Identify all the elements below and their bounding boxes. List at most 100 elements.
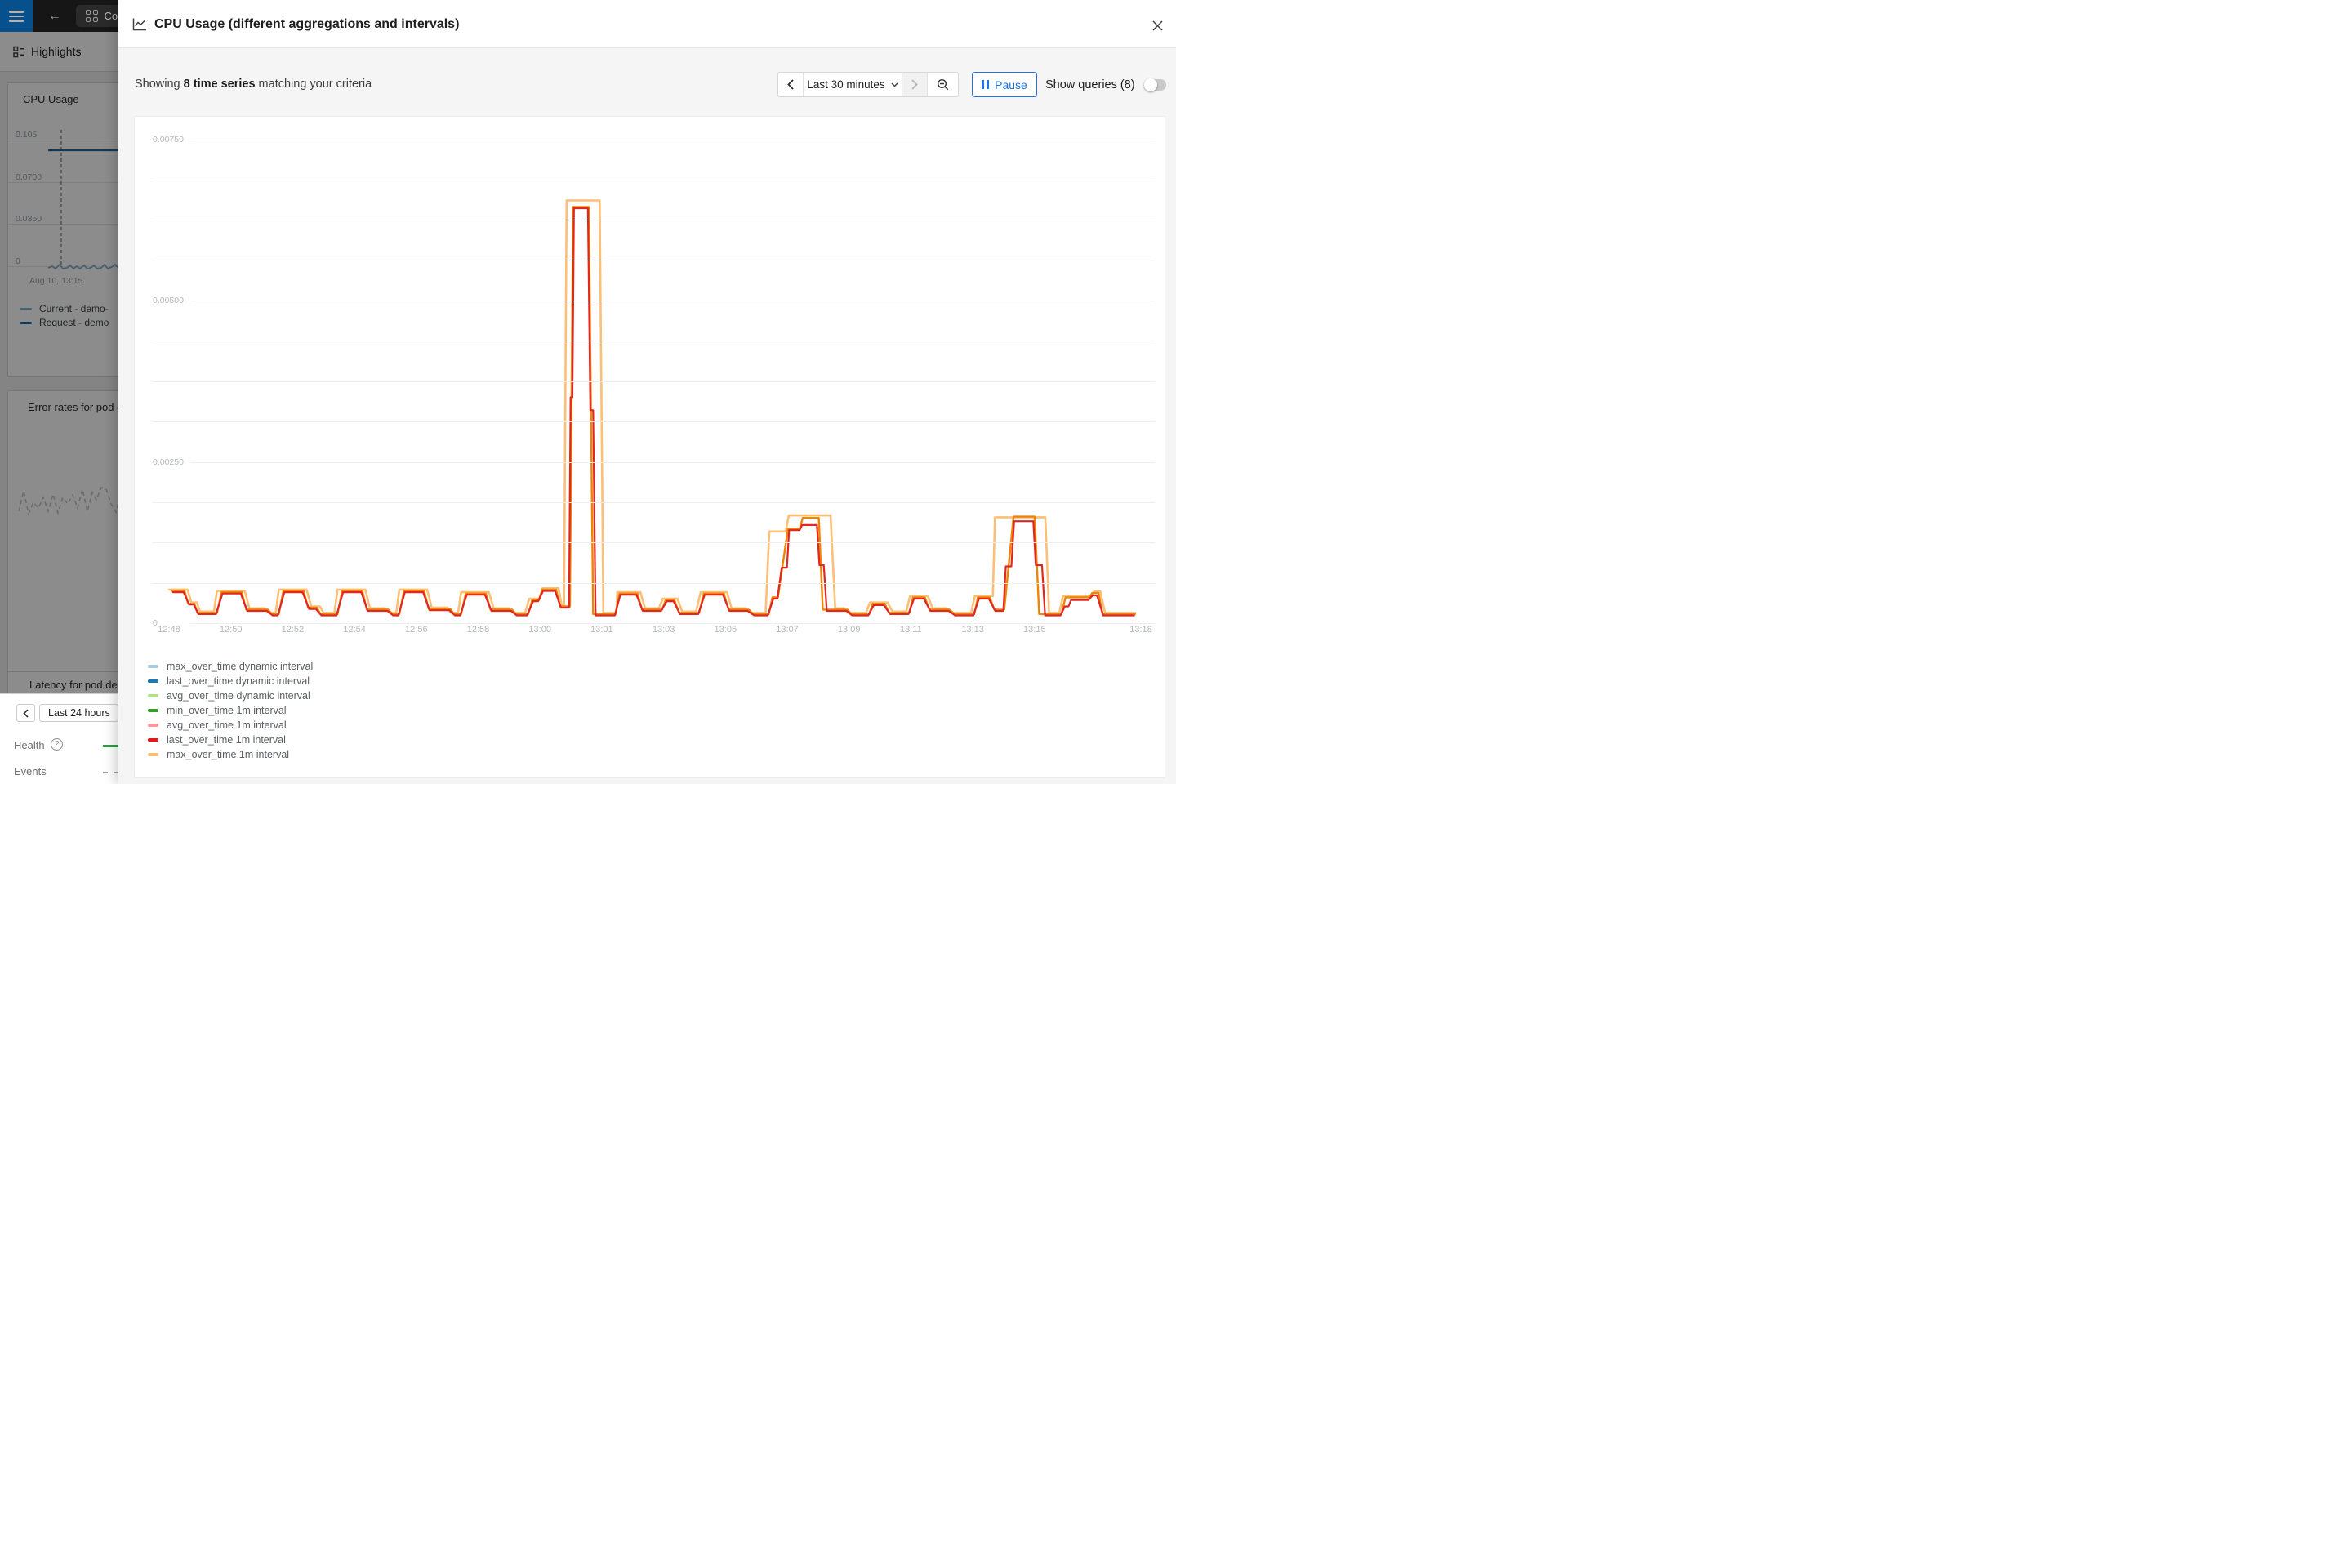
gridline — [190, 461, 1156, 463]
legend-label: min_over_time 1m interval — [167, 705, 287, 716]
legend-item[interactable]: last_over_time 1m interval — [148, 733, 313, 747]
cpu-usage-card[interactable]: CPU Usage 0 0.0700 0.0350 0 0.105 0 Aug … — [7, 82, 139, 377]
chart-legend: max_over_time dynamic interval last_over_… — [148, 659, 313, 762]
timeframe-label: Last 24 hours — [48, 707, 110, 719]
chevron-left-icon — [23, 708, 29, 718]
zoom-out-icon — [937, 78, 948, 90]
legend-label: max_over_time dynamic interval — [167, 661, 314, 672]
legend-item-current[interactable]: Current - demo- — [20, 303, 109, 314]
timeframe-next-button-disabled[interactable] — [902, 73, 928, 96]
chart-panel: max_over_time dynamic interval last_over_… — [134, 116, 1165, 778]
health-label: Health — [14, 739, 45, 751]
timeframe-back-button[interactable] — [16, 704, 35, 722]
legend-swatch — [20, 321, 32, 324]
x-axis-tick-label: 13:03 — [652, 625, 675, 635]
latency-card-title: Latency for pod de — [29, 679, 118, 691]
pause-icon — [982, 80, 990, 89]
x-axis-tick-label: 13:05 — [714, 625, 737, 635]
y-axis-label: 0.0700 — [16, 172, 42, 182]
x-axis-tick-label: 13:09 — [837, 625, 861, 635]
legend-swatch — [148, 665, 158, 668]
timeframe-dropdown-label: Last 30 minutes — [807, 78, 885, 91]
tab-highlights[interactable]: Highlights — [13, 45, 81, 58]
legend-item-request[interactable]: Request - demo — [20, 317, 109, 328]
show-queries-label: Show queries (8) — [1045, 78, 1135, 91]
help-icon[interactable]: ? — [51, 738, 63, 751]
legend-swatch — [148, 694, 158, 697]
legend-item[interactable]: avg_over_time dynamic interval — [148, 688, 313, 703]
legend-label: Request - demo — [39, 317, 109, 328]
error-rates-plot — [18, 487, 133, 516]
legend-swatch — [20, 307, 32, 310]
y-axis-label: 0.0350 — [16, 214, 42, 224]
legend-item[interactable]: max_over_time dynamic interval — [148, 659, 313, 674]
y-axis-label-0: 0 — [16, 256, 20, 266]
chart-modal: CPU Usage (different aggregations and in… — [118, 0, 1176, 784]
gridline — [152, 501, 1156, 503]
y-axis-tick-label: 0.00250 — [153, 457, 184, 467]
legend-swatch — [148, 724, 158, 727]
legend-label: last_over_time dynamic interval — [167, 675, 310, 687]
hamburger-menu-button[interactable] — [0, 0, 33, 32]
error-rates-card[interactable]: Error rates for pod d — [7, 390, 138, 676]
gridline — [152, 421, 1156, 423]
x-axis-tick-label: 13:00 — [528, 625, 551, 635]
legend-label: max_over_time 1m interval — [167, 749, 290, 760]
gridline — [8, 182, 139, 183]
highlights-icon — [13, 46, 24, 57]
legend-item[interactable]: avg_over_time 1m interval — [148, 718, 313, 733]
legend-swatch — [148, 709, 158, 712]
timeframe-prev-button[interactable] — [778, 73, 804, 96]
x-axis-tick-label: 12:54 — [343, 625, 366, 635]
timeframe-dropdown[interactable]: Last 30 minutes — [804, 73, 902, 96]
dashboard-subnav: Highlights — [0, 32, 137, 72]
legend-item[interactable]: last_over_time dynamic interval — [148, 674, 313, 688]
gridline — [152, 381, 1156, 382]
show-queries-toggle[interactable] — [1144, 78, 1166, 91]
close-button[interactable] — [1150, 18, 1165, 33]
x-axis-tick-label: 13:15 — [1023, 625, 1046, 635]
legend-swatch — [148, 679, 158, 683]
y-axis-tick-label: 0 — [153, 618, 158, 628]
chevron-left-icon — [787, 79, 794, 90]
zoom-out-button[interactable] — [928, 73, 958, 96]
x-axis-tick-label: 13:13 — [961, 625, 984, 635]
legend-swatch — [148, 738, 158, 742]
health-line-sample — [103, 745, 118, 747]
y-axis-tick-label: 0.00500 — [153, 296, 184, 305]
app-window: Highlights CPU Usage 0 0. — [0, 0, 1176, 784]
legend-item[interactable]: min_over_time 1m interval — [148, 703, 313, 718]
tab-highlights-label: Highlights — [31, 45, 82, 58]
line-chart-icon — [132, 18, 146, 31]
events-line-sample — [103, 772, 118, 773]
cpu-card-title: CPU Usage — [23, 93, 79, 105]
legend-label: Current - demo- — [39, 303, 109, 314]
back-arrow-button[interactable]: ← — [48, 8, 61, 23]
legend-item[interactable]: max_over_time 1m interval — [148, 747, 313, 762]
error-line — [18, 487, 133, 516]
x-axis-tick-label: 12:48 — [158, 625, 180, 635]
series-line — [172, 207, 1135, 617]
legend-swatch — [148, 753, 158, 756]
grid-icon — [86, 10, 98, 22]
x-axis-tick-label: 12:52 — [281, 625, 305, 635]
chevron-right-icon — [911, 79, 918, 90]
timeframe-button[interactable]: Last 24 hours — [39, 704, 118, 722]
gridline — [8, 266, 139, 267]
series-line — [171, 206, 1137, 616]
time-series-plot[interactable] — [135, 117, 1166, 779]
x-axis-tick-label: 13:11 — [900, 625, 922, 635]
series-line — [167, 199, 1137, 614]
x-axis-tick-label: 13:01 — [590, 625, 613, 635]
chevron-down-icon — [891, 82, 898, 87]
app-tab-label: Co — [104, 10, 118, 22]
gridline — [152, 582, 1156, 584]
y-axis-tick-label: 0.00750 — [153, 134, 184, 145]
legend-label: avg_over_time dynamic interval — [167, 690, 310, 702]
error-card-title: Error rates for pod d — [28, 401, 123, 413]
x-axis-label: Aug 10, 13:15 — [29, 276, 83, 286]
modal-title: CPU Usage (different aggregations and in… — [154, 17, 460, 31]
toggle-knob — [1144, 78, 1157, 91]
y-axis-label: 0 — [16, 130, 20, 140]
pause-button[interactable]: Pause — [972, 72, 1037, 97]
